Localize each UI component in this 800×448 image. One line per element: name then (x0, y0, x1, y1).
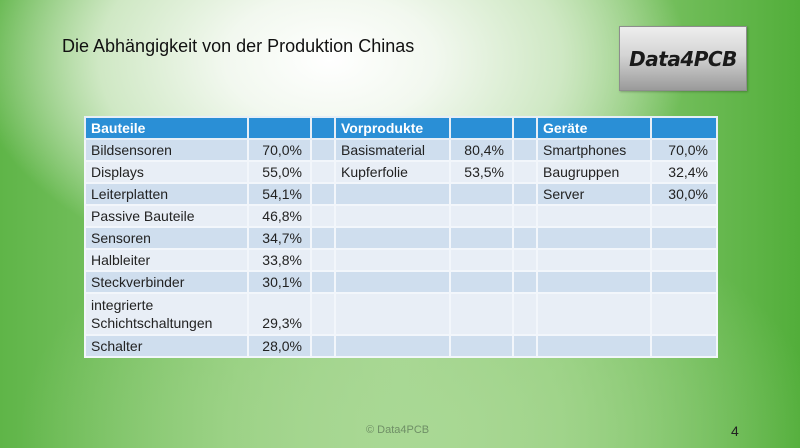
table-row: Bildsensoren 70,0% Basismaterial 80,4% S… (84, 138, 718, 162)
header-cell (310, 116, 336, 140)
cell-label (334, 248, 451, 272)
cell-spacer (512, 226, 538, 250)
cell-spacer (512, 182, 538, 206)
cell-value: 70,0% (247, 138, 312, 162)
cell-spacer (512, 292, 538, 336)
cell-spacer (512, 204, 538, 228)
footer-copyright: © Data4PCB (366, 424, 430, 436)
table-row: Sensoren 34,7% (84, 226, 718, 250)
cell-value: 70,0% (650, 138, 718, 162)
cell-label: Schalter (84, 334, 249, 358)
cell-value: 30,0% (650, 182, 718, 206)
cell-value: 29,3% (247, 292, 312, 336)
cell-label (536, 334, 652, 358)
cell-spacer (310, 334, 336, 358)
cell-value (449, 248, 514, 272)
cell-label (536, 226, 652, 250)
cell-value (650, 204, 718, 228)
cell-spacer (310, 270, 336, 294)
cell-spacer (310, 182, 336, 206)
logo-text: Data4PCB (629, 46, 737, 71)
cell-spacer (310, 160, 336, 184)
table-row: Halbleiter 33,8% (84, 248, 718, 272)
cell-value: 55,0% (247, 160, 312, 184)
header-cell (247, 116, 312, 140)
table-header-row: Bauteile Vorprodukte Geräte (84, 116, 718, 140)
cell-value: 54,1% (247, 182, 312, 206)
cell-spacer (512, 138, 538, 162)
cell-label (536, 204, 652, 228)
cell-label (536, 292, 652, 336)
cell-label: Halbleiter (84, 248, 249, 272)
cell-value: 32,4% (650, 160, 718, 184)
cell-label (334, 182, 451, 206)
cell-label: Bildsensoren (84, 138, 249, 162)
cell-value (449, 292, 514, 336)
cell-value: 30,1% (247, 270, 312, 294)
header-cell (512, 116, 538, 140)
cell-spacer (310, 226, 336, 250)
cell-label (334, 270, 451, 294)
cell-spacer (310, 248, 336, 272)
cell-label: Passive Bauteile (84, 204, 249, 228)
cell-label: Basismaterial (334, 138, 451, 162)
cell-label (334, 204, 451, 228)
table-row: Displays 55,0% Kupferfolie 53,5% Baugrup… (84, 160, 718, 184)
cell-value (449, 182, 514, 206)
cell-value (650, 292, 718, 336)
cell-label (536, 270, 652, 294)
cell-spacer (512, 160, 538, 184)
cell-label (334, 292, 451, 336)
cell-value: 33,8% (247, 248, 312, 272)
page-number: 4 (731, 423, 739, 439)
cell-value (650, 248, 718, 272)
header-cell (650, 116, 718, 140)
table-row: Passive Bauteile 46,8% (84, 204, 718, 228)
cell-value (449, 226, 514, 250)
cell-spacer (310, 292, 336, 336)
cell-value (449, 204, 514, 228)
table-row: Steckverbinder 30,1% (84, 270, 718, 294)
cell-label (536, 248, 652, 272)
table-row: integrierte Schichtschaltungen 29,3% (84, 292, 718, 336)
cell-spacer (512, 270, 538, 294)
cell-label: Kupferfolie (334, 160, 451, 184)
cell-spacer (512, 334, 538, 358)
header-geraete: Geräte (536, 116, 652, 140)
cell-spacer (512, 248, 538, 272)
slide-title: Die Abhängigkeit von der Produktion Chin… (62, 36, 415, 56)
cell-value: 53,5% (449, 160, 514, 184)
cell-label: Smartphones (536, 138, 652, 162)
cell-label (334, 334, 451, 358)
cell-value (650, 226, 718, 250)
cell-spacer (310, 138, 336, 162)
cell-label: Server (536, 182, 652, 206)
cell-value: 28,0% (247, 334, 312, 358)
logo-badge: Data4PCB (619, 26, 747, 91)
table-row: Leiterplatten 54,1% Server 30,0% (84, 182, 718, 206)
table-row: Schalter 28,0% (84, 334, 718, 358)
cell-value (650, 334, 718, 358)
cell-label: Displays (84, 160, 249, 184)
cell-value (650, 270, 718, 294)
cell-label: Baugruppen (536, 160, 652, 184)
cell-value: 46,8% (247, 204, 312, 228)
cell-label: integrierte Schichtschaltungen (84, 292, 249, 336)
cell-spacer (310, 204, 336, 228)
cell-value (449, 334, 514, 358)
cell-value (449, 270, 514, 294)
header-vorprodukte: Vorprodukte (334, 116, 451, 140)
cell-label: Steckverbinder (84, 270, 249, 294)
cell-value: 80,4% (449, 138, 514, 162)
cell-label: Leiterplatten (84, 182, 249, 206)
header-bauteile: Bauteile (84, 116, 249, 140)
cell-label: Sensoren (84, 226, 249, 250)
cell-label (334, 226, 451, 250)
cell-value: 34,7% (247, 226, 312, 250)
dependency-table: Bauteile Vorprodukte Geräte Bildsensoren… (84, 116, 718, 358)
header-cell (449, 116, 514, 140)
